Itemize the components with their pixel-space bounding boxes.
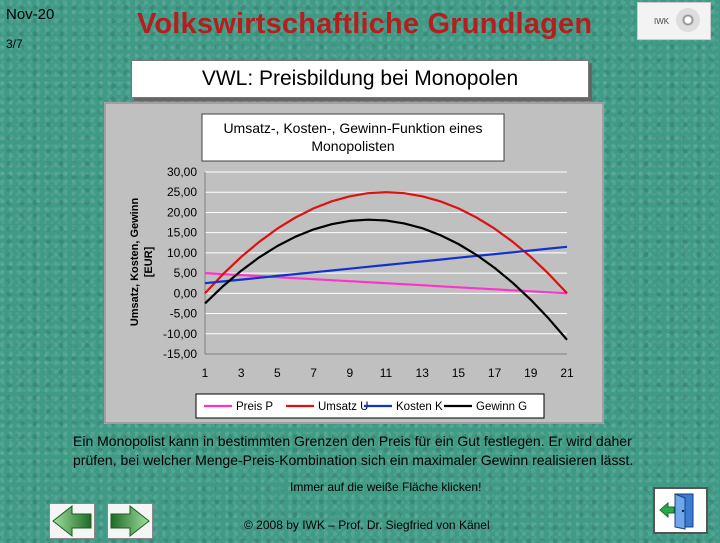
series-line-umsatz (204, 191, 568, 295)
logo-text: IWK (654, 17, 670, 26)
next-button[interactable] (107, 503, 153, 539)
y-axis-label-line: Umsatz, Kosten, Gewinn (129, 198, 141, 327)
x-tick-label: 21 (560, 366, 574, 380)
y-axis-label-line: [EUR] (143, 246, 155, 277)
y-tick-label: 25,00 (167, 185, 197, 199)
x-tick-label: 19 (524, 366, 538, 380)
iwk-logo: IWK (637, 2, 711, 40)
legend-label: Preis P (236, 401, 273, 413)
legend-label: Kosten K (396, 401, 443, 413)
chart-frame (104, 102, 604, 424)
legend-label: Umsatz U (318, 401, 368, 413)
y-tick-label: 0,00 (174, 286, 198, 300)
series-line-gewinn (204, 218, 568, 341)
slide-number: 3/7 (6, 37, 23, 51)
slide-date: Nov-20 (6, 6, 55, 23)
plot-area (205, 172, 567, 354)
x-tick-label: 3 (238, 366, 245, 380)
y-tick-label: -5,00 (170, 307, 198, 321)
x-tick-label: 17 (488, 366, 502, 380)
x-tick-label: 15 (452, 366, 466, 380)
chart-title-line: Monopolisten (311, 138, 394, 154)
x-tick-label: 7 (310, 366, 317, 380)
exit-button[interactable] (653, 487, 708, 534)
chart-title-line: Umsatz-, Kosten-, Gewinn-Funktion eines (223, 120, 482, 136)
x-tick-label: 5 (274, 366, 281, 380)
x-tick-label: 9 (346, 366, 353, 380)
subtitle-box: VWL: Preisbildung bei Monopolen (131, 60, 589, 98)
y-tick-label: 15,00 (167, 226, 197, 240)
exit-door-icon (659, 493, 694, 530)
y-tick-label: 20,00 (167, 205, 197, 219)
arrow-right-icon (110, 504, 150, 538)
chart-panel[interactable]: Umsatz-, Kosten-, Gewinn-Funktion eines M… (104, 102, 604, 424)
hint-text: Immer auf die weiße Fläche klicken! (290, 480, 482, 494)
footer-copyright: © 2008 by IWK – Prof. Dr. Siegfried von … (244, 518, 490, 532)
y-tick-label: -10,00 (163, 327, 197, 341)
y-tick-label: 5,00 (174, 266, 198, 280)
x-tick-label: 11 (380, 366, 393, 380)
x-tick-label: 1 (202, 366, 209, 380)
y-tick-label: -15,00 (163, 347, 197, 361)
series-line-kosten (204, 245, 568, 285)
subtitle: VWL: Preisbildung bei Monopolen (201, 67, 519, 90)
legend-label: Gewinn G (476, 401, 527, 413)
chart: Umsatz-, Kosten-, Gewinn-Funktion eines M… (104, 102, 604, 424)
arrow-left-icon (52, 504, 92, 538)
y-tick-label: 10,00 (167, 246, 197, 260)
body-text: Ein Monopolist kann in bestimmten Grenze… (73, 433, 634, 468)
y-tick-label: 30,00 (167, 165, 197, 179)
previous-button[interactable] (49, 503, 95, 539)
chart-title-box (201, 113, 505, 162)
cd-icon (676, 8, 700, 32)
x-tick-label: 13 (416, 366, 430, 380)
main-title: Volkswirtschaftliche Grundlagen (137, 8, 593, 40)
